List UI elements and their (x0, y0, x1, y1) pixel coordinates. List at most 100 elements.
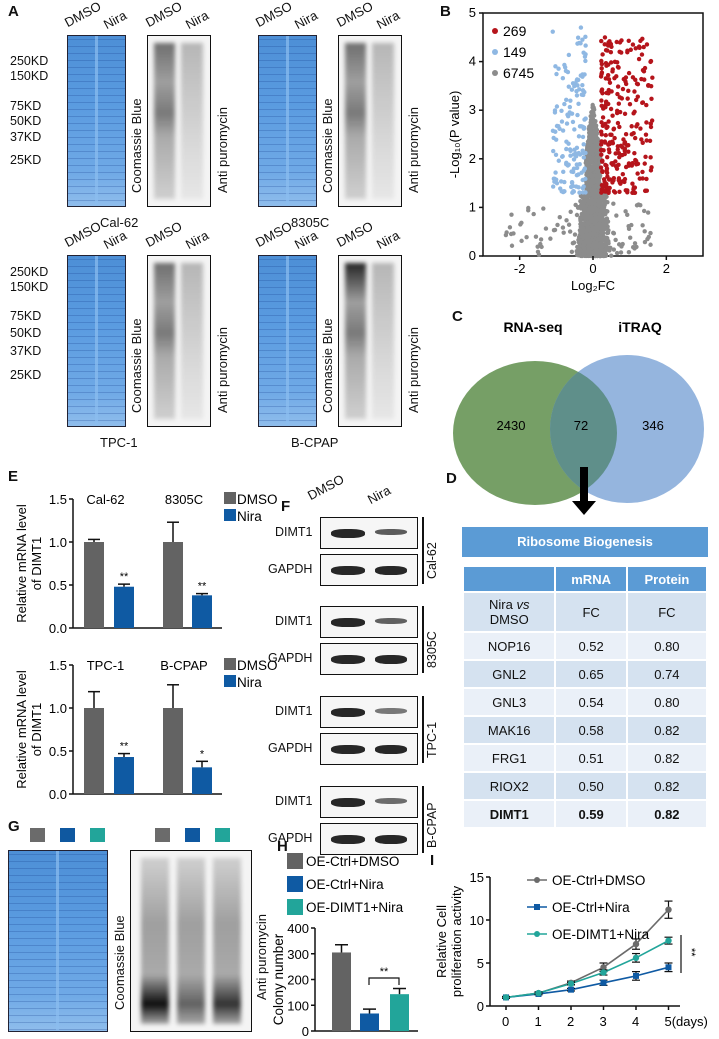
point-down (564, 121, 570, 126)
point-up (609, 161, 614, 166)
legend-swatch (224, 675, 236, 687)
band-nira (374, 834, 408, 844)
category-label: B-CPAP (160, 658, 207, 673)
western-blot-strip (320, 823, 418, 855)
point-unchanged (591, 198, 597, 203)
point-unchanged (535, 249, 541, 254)
point-unchanged (573, 202, 578, 208)
point-up (633, 77, 638, 82)
table-row: FRG1 0.51 0.82 (464, 745, 706, 771)
anti-puromycin-blot (130, 850, 252, 1032)
ribosome-biogenesis-table: mRNA Protein Nira vs DMSO FC FC NOP16 0.52… (462, 565, 708, 829)
point-up (631, 187, 636, 192)
point-unchanged (590, 110, 596, 116)
y-axis-label-line: proliferation activity (449, 885, 464, 997)
point-unchanged (614, 250, 620, 256)
venn-overlap (550, 361, 617, 503)
point-up (617, 40, 623, 45)
header-cell: mRNA (556, 567, 626, 591)
line-chart-I: 0 5 10 15 0 1 2 3 4 5(days) OE-Ctrl+DMSO OE-Ctrl+Ni… (434, 870, 708, 1029)
point-up (607, 185, 612, 191)
point-up (619, 50, 624, 55)
point-up (601, 106, 606, 111)
band-dmso (330, 565, 366, 575)
blot-lane-dmso (154, 42, 176, 200)
point-up (617, 179, 622, 184)
panel-label-b: B (440, 3, 451, 20)
point-up (614, 108, 620, 114)
point-unchanged (602, 207, 607, 213)
coomassie-gel (67, 35, 126, 207)
band-dmso (330, 744, 366, 754)
point-up (643, 188, 648, 193)
point-up (638, 126, 643, 131)
point-up (633, 158, 639, 164)
marker-label: 75KD (10, 309, 42, 323)
cell-protein: 0.80 (627, 689, 706, 715)
protein-label-gapdh: GAPDH (268, 741, 313, 755)
point-up (648, 58, 654, 64)
header-cell (464, 567, 555, 591)
table-header-row: mRNA Protein (464, 567, 706, 591)
point-unchanged (587, 131, 593, 136)
point-up (604, 125, 609, 131)
point-down (553, 170, 558, 175)
point-unchanged (642, 229, 647, 234)
x-tick-label: 0 (502, 1014, 509, 1029)
point-down (574, 78, 580, 83)
point-unchanged (586, 242, 592, 248)
panel-label-f: F (281, 498, 291, 515)
blot-lane-nira (372, 42, 394, 200)
point-unchanged (593, 126, 599, 132)
legend-marker (492, 49, 498, 55)
cell-gene: NOP16 (464, 633, 555, 659)
western-blot-strip (320, 786, 418, 818)
point-up (635, 171, 640, 176)
point-unchanged (574, 249, 579, 254)
point-unchanged (533, 234, 539, 239)
point-up (643, 154, 648, 160)
point-up (603, 162, 608, 168)
point-up (615, 91, 620, 97)
point-up (599, 120, 604, 125)
point-up (640, 140, 645, 145)
point-unchanged (623, 209, 628, 214)
point-down (566, 52, 572, 58)
group-color-square (185, 828, 200, 842)
header-cell: Protein (627, 567, 706, 591)
data-point (568, 986, 574, 993)
point-up (623, 132, 629, 137)
point-up (601, 183, 607, 188)
point-up (607, 149, 612, 155)
cell-line-label: 8305C (291, 215, 330, 230)
point-unchanged (586, 235, 591, 240)
point-down (551, 148, 556, 154)
western-blot-strip (320, 733, 418, 765)
marker-label: 37KD (10, 130, 42, 144)
point-up (601, 177, 607, 182)
point-up (599, 152, 604, 157)
point-unchanged (588, 198, 593, 204)
point-unchanged (543, 226, 549, 231)
marker-label: 75KD (10, 99, 42, 113)
blot-lane-dmso (345, 42, 367, 200)
volcano-plot: 0 1 2 3 4 5 -2 0 2 Log₂FC -Log₁₀(P value) 269 149 674… (447, 5, 704, 293)
point-unchanged (640, 223, 645, 228)
band-dmso (330, 707, 366, 717)
protein-label-dimt1: DIMT1 (275, 525, 313, 539)
group-color-square (30, 828, 45, 842)
legend-label: OE-Ctrl+Nira (306, 877, 384, 892)
cell-line-label: Cal-62 (425, 542, 439, 579)
blot-lane-nira (181, 262, 203, 420)
legend-swatch (224, 658, 236, 670)
point-up (620, 86, 626, 92)
y-axis-label: Colony number (271, 933, 286, 1025)
point-unchanged (531, 211, 536, 217)
panel-label-e: E (8, 468, 19, 485)
point-up (623, 164, 629, 170)
point-unchanged (593, 184, 598, 189)
x-tick-label: 5(days) (665, 1014, 708, 1029)
blot-lane (212, 858, 242, 1024)
cell-mrna: 0.59 (556, 801, 626, 827)
x-tick-label: 2 (663, 261, 670, 276)
